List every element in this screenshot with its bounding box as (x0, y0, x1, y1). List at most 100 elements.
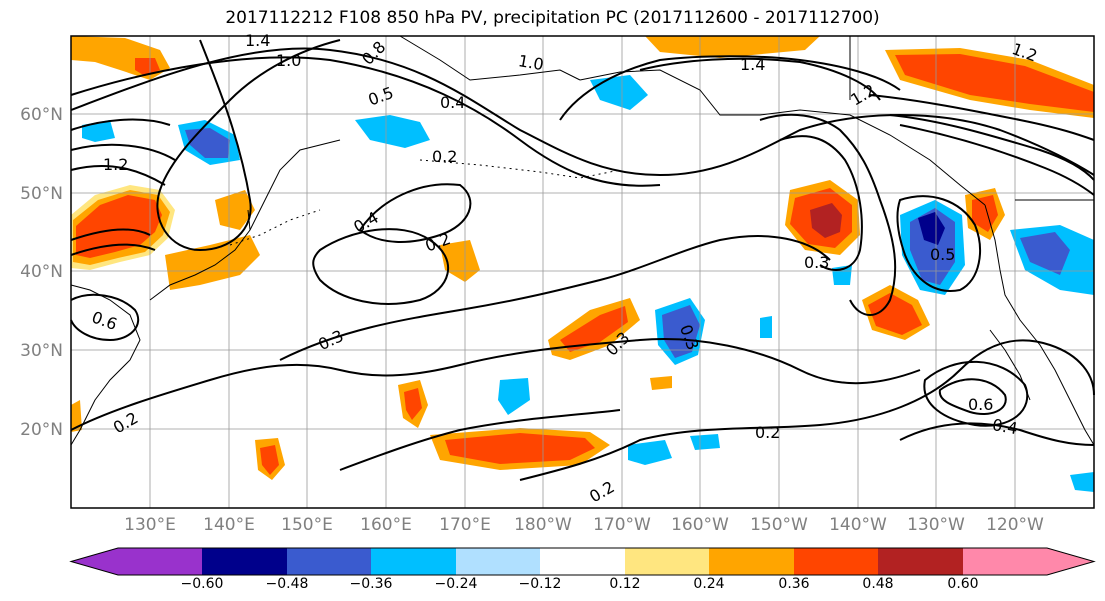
contour-label: 0.2 (432, 147, 457, 166)
pv-contour (339, 409, 621, 471)
colorbar-outline (69, 547, 1096, 576)
pv-contour (312, 228, 450, 305)
pv-contour (559, 55, 901, 121)
lat-label: 20°N (20, 420, 63, 440)
lon-label: 120°W (986, 515, 1044, 535)
pv-contour (70, 47, 1095, 177)
colorbar-tick-label: −0.24 (435, 576, 478, 592)
precip-blob (590, 75, 648, 110)
lon-label: 150°W (750, 515, 808, 535)
latitude-axis: 60°N 50°N 40°N 30°N 20°N (20, 105, 63, 440)
contour-label: 0.3 (804, 253, 829, 272)
precip-blob (628, 440, 672, 465)
precip-blob (972, 195, 998, 232)
contour-label: 0.2 (755, 423, 780, 442)
colorbar-segment (456, 548, 540, 575)
pv-contour (70, 56, 661, 187)
coastline-alaska (579, 69, 986, 206)
pv-contour (899, 124, 1095, 196)
lon-label: 130°W (907, 515, 965, 535)
pv-contour (923, 360, 1028, 427)
precipitation-field (71, 36, 1094, 492)
colorbar-tick-label: −0.36 (350, 576, 393, 592)
coastline-russia-east (399, 35, 581, 81)
precip-blob (645, 36, 820, 58)
contour-label: 0.6 (968, 395, 993, 414)
colorbar-segment (287, 548, 371, 575)
pv-contour (869, 94, 1095, 141)
precip-blob (355, 115, 430, 148)
colorbar-tick-label: −0.48 (266, 576, 309, 592)
contour-label: 1.0 (517, 51, 545, 74)
precip-blob (810, 203, 842, 238)
lat-label: 60°N (20, 105, 63, 125)
colorbar (69, 547, 1096, 576)
precip-blob (135, 58, 160, 76)
lon-label: 170°W (593, 515, 651, 535)
pv-contour (70, 143, 176, 161)
pv-contours (70, 39, 1095, 481)
pv-contour (279, 235, 831, 361)
lon-label: 160°E (360, 515, 412, 535)
contour-label: 0.5 (930, 245, 955, 264)
lon-label: 180°W (514, 515, 572, 535)
precip-blob (832, 265, 852, 285)
precip-blob (690, 434, 720, 450)
coastline-kuril (229, 209, 321, 246)
coastline-aleutians (419, 159, 621, 179)
pv-contour (639, 57, 881, 101)
colorbar-tick-label: 0.60 (947, 576, 978, 592)
longitude-axis: 130°E 140°E 150°E 160°E 170°E 180°W 170°… (124, 515, 1044, 535)
lon-label: 130°E (124, 515, 176, 535)
coastline-kamchatka (249, 139, 341, 231)
contour-label: 1.4 (245, 31, 270, 50)
colorbar-tick-label: −0.60 (181, 576, 224, 592)
colorbar-segment (202, 548, 287, 575)
colorbar-segment (371, 548, 456, 575)
pv-contour (70, 118, 171, 131)
colorbar-segment (794, 548, 878, 575)
colorbar-segment (540, 548, 625, 575)
pv-contour (519, 339, 1095, 481)
pv-contour (358, 183, 472, 243)
lat-label: 30°N (20, 341, 63, 361)
pv-contour (896, 195, 981, 292)
contour-label: 1.0 (276, 51, 301, 70)
coastlines (70, 35, 1095, 446)
pv-contour (759, 113, 897, 316)
pv-contour (938, 378, 1007, 415)
precip-blob (498, 378, 530, 415)
colorbar-tick-label: −0.12 (519, 576, 562, 592)
precip-blob (560, 306, 628, 352)
colorbar-tick-label: 0.48 (862, 576, 893, 592)
pv-contour (779, 135, 863, 271)
colorbar-segment (963, 548, 1047, 575)
coastline-north-america (984, 204, 1095, 446)
pv-contour (70, 164, 166, 186)
pv-contour (899, 422, 1095, 446)
pv-contour (70, 228, 151, 241)
map-title: 2017112212 F108 850 hPa PV, precipitatio… (225, 8, 880, 28)
contour-label: 0.4 (440, 93, 465, 112)
precip-blob (662, 305, 700, 358)
precip-blob (895, 54, 1094, 112)
precip-blob (760, 316, 772, 338)
colorbar-segment (118, 548, 202, 575)
contour-label: 1.4 (740, 55, 765, 74)
colorbar-tick-label: 0.36 (778, 576, 809, 592)
precip-blob (445, 433, 595, 464)
precip-blob (1070, 472, 1094, 492)
colorbar-tick-label: 0.24 (693, 576, 724, 592)
precip-blob (868, 293, 922, 335)
pv-contour (70, 293, 140, 342)
lon-label: 170°E (439, 515, 491, 535)
lon-label: 160°W (671, 515, 729, 535)
contour-label: 0.4 (991, 415, 1019, 438)
lat-label: 40°N (20, 262, 63, 282)
contour-label: 1.2 (103, 155, 128, 174)
precip-blob (1020, 232, 1070, 275)
pv-contour (70, 338, 921, 431)
pv-contour (889, 114, 1095, 181)
colorbar-segment (625, 548, 709, 575)
